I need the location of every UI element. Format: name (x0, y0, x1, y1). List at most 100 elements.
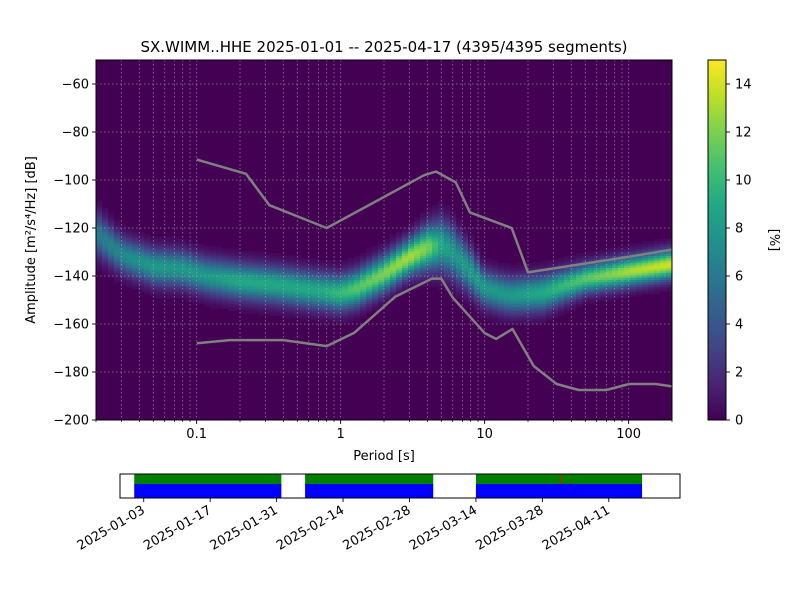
density-cell (444, 219, 451, 223)
density-cell (438, 241, 445, 244)
density-cell (408, 265, 415, 268)
density-cell (264, 260, 271, 264)
density-cell (546, 298, 553, 302)
density-cell (492, 274, 499, 278)
density-cell (516, 313, 523, 316)
density-cell (270, 282, 277, 285)
density-cell (546, 282, 553, 285)
density-cell (474, 289, 481, 292)
density-cell (666, 246, 672, 249)
density-cell (132, 250, 139, 254)
density-cell (408, 234, 415, 237)
density-cell (522, 289, 529, 292)
density-cell (426, 248, 433, 252)
density-cell (156, 289, 163, 292)
density-cell (222, 298, 229, 302)
density-cell (666, 238, 672, 242)
density-cell (306, 318, 313, 321)
density-cell (216, 289, 223, 292)
density-cell (468, 274, 475, 278)
density-cell (252, 258, 259, 261)
density-cell (144, 236, 151, 240)
density-cell (582, 282, 589, 285)
density-cell (330, 262, 337, 266)
density-cell (132, 279, 139, 283)
density-cell (438, 217, 445, 220)
density-cell (126, 270, 133, 273)
density-cell (180, 262, 187, 266)
density-cell (192, 274, 199, 278)
density-cell (126, 260, 133, 264)
density-cell (228, 298, 235, 302)
density-cell (168, 267, 175, 271)
density-cell (348, 313, 355, 316)
density-cell (192, 286, 199, 290)
density-cell (216, 306, 223, 309)
density-cell (204, 262, 211, 266)
density-cell (372, 262, 379, 266)
density-cell (174, 238, 181, 242)
density-cell (474, 301, 481, 304)
density-cell (318, 277, 325, 280)
density-cell (534, 294, 541, 297)
density-cell (102, 265, 109, 268)
density-cell (540, 315, 547, 319)
density-cell (666, 243, 672, 247)
density-cell (342, 296, 349, 300)
density-cell (522, 279, 529, 283)
density-cell (648, 284, 655, 288)
density-cell (294, 296, 301, 300)
density-cell (516, 289, 523, 292)
density-cell (504, 296, 511, 300)
density-cell (492, 270, 499, 273)
density-cell (288, 294, 295, 297)
density-cell (204, 294, 211, 297)
density-cell (444, 236, 451, 240)
density-cell (444, 229, 451, 232)
density-cell (384, 255, 391, 259)
density-cell (330, 303, 337, 307)
density-cell (264, 258, 271, 261)
density-cell (144, 286, 151, 290)
density-cell (588, 267, 595, 271)
density-cell (120, 262, 127, 266)
density-cell (474, 250, 481, 254)
density-cell (438, 222, 445, 225)
density-cell (510, 277, 517, 280)
density-cell (222, 253, 229, 256)
density-cell (96, 246, 103, 249)
density-cell (204, 248, 211, 252)
density-cell (450, 284, 457, 288)
density-cell (120, 250, 127, 254)
density-cell (366, 270, 373, 273)
density-cell (480, 296, 487, 300)
density-cell (198, 253, 205, 256)
density-cell (402, 258, 409, 261)
density-cell (402, 234, 409, 237)
density-cell (420, 238, 427, 242)
density-cell (426, 265, 433, 268)
density-cell (108, 265, 115, 268)
density-cell (444, 277, 451, 280)
density-cell (336, 322, 343, 326)
density-cell (192, 301, 199, 304)
density-cell (546, 306, 553, 309)
density-cell (432, 262, 439, 266)
density-cell (408, 238, 415, 242)
density-cell (426, 236, 433, 240)
density-cell (456, 238, 463, 242)
density-cell (330, 277, 337, 280)
density-cell (420, 214, 427, 218)
density-cell (372, 301, 379, 304)
density-cell (594, 253, 601, 256)
density-cell (384, 286, 391, 290)
density-cell (324, 265, 331, 268)
density-cell (450, 236, 457, 240)
density-cell (450, 270, 457, 273)
density-cell (594, 258, 601, 261)
density-cell (366, 296, 373, 300)
density-cell (450, 214, 457, 218)
density-cell (246, 258, 253, 261)
density-cell (366, 260, 373, 264)
density-cell (336, 282, 343, 285)
